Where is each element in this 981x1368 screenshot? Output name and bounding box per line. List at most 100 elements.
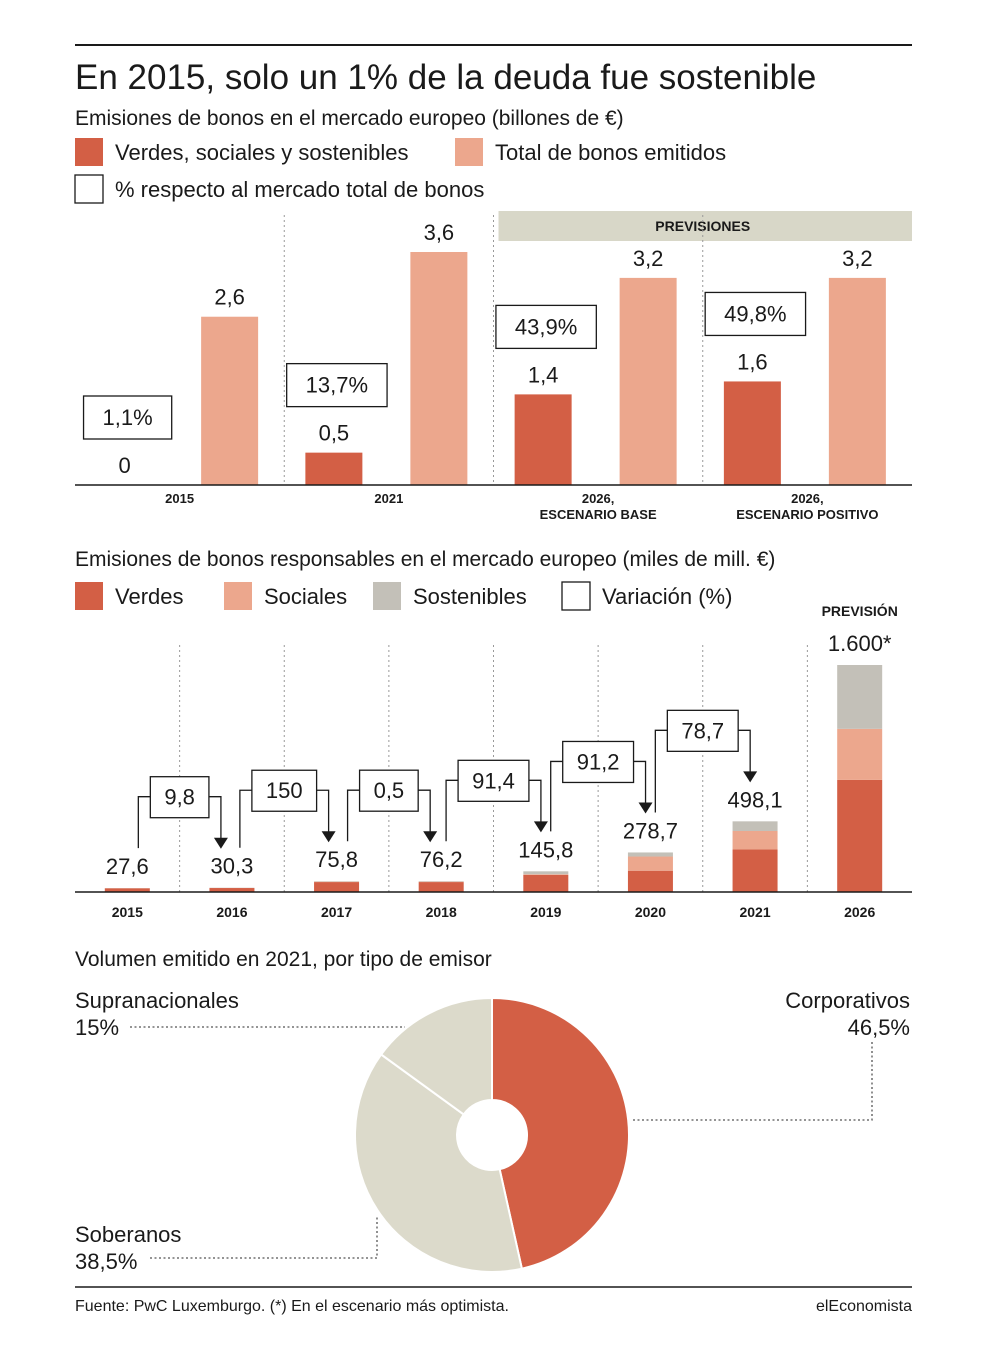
- x-tick-label: 2017: [321, 904, 352, 920]
- bar: [828, 277, 886, 485]
- pie-value: 15%: [75, 1015, 119, 1040]
- legend-label: Verdes, sociales y sostenibles: [115, 140, 409, 165]
- legend-label: Sociales: [264, 584, 347, 609]
- chart-title: Volumen emitido en 2021, por tipo de emi…: [75, 948, 492, 971]
- x-tick-label: 2015: [165, 491, 195, 506]
- variation-connector: [654, 729, 751, 813]
- x-tick-label: 2018: [426, 904, 457, 920]
- bar-segment: [837, 728, 883, 780]
- x-tick-label: 2021: [374, 491, 404, 506]
- variation-connector: [550, 760, 647, 832]
- bar-segment: [104, 888, 150, 892]
- total-label: 145,8: [518, 837, 573, 862]
- bar-segment: [837, 779, 883, 892]
- pie-category: Supranacionales: [75, 988, 239, 1013]
- forecast-band: [498, 211, 912, 241]
- x-tick-label: 2021: [739, 904, 770, 920]
- variation-arrow: [533, 821, 548, 833]
- percent-label: 1,1%: [103, 405, 153, 430]
- variation-label: 91,2: [577, 749, 620, 774]
- variation-label: 9,8: [164, 785, 195, 810]
- percent-label: 49,8%: [724, 301, 786, 326]
- bar: [619, 277, 677, 485]
- legend-swatch: [74, 174, 104, 204]
- total-label: 76,2: [420, 847, 463, 872]
- value-label: 3,6: [424, 220, 455, 245]
- forecast-label: PREVISIÓN: [822, 602, 898, 619]
- pie-slice: [491, 996, 630, 1270]
- total-label: 278,7: [623, 818, 678, 843]
- variation-label: 91,4: [472, 768, 515, 793]
- pie-value: 38,5%: [75, 1249, 137, 1274]
- x-tick-label: 2026, ESCENARIO BASE: [539, 491, 657, 522]
- label-box: [704, 291, 807, 337]
- pie-category: Corporativos: [785, 988, 910, 1013]
- variation-connector: [346, 789, 431, 842]
- value-label: 1,6: [737, 349, 768, 374]
- value-label: 0: [119, 453, 131, 478]
- x-tick-label: 2026: [844, 904, 875, 920]
- total-label: 1.600*: [828, 631, 892, 656]
- variation-arrow: [213, 837, 228, 849]
- bar-segment: [209, 888, 255, 892]
- total-label: 75,8: [315, 847, 358, 872]
- legend-label: Variación (%): [602, 584, 732, 609]
- pie-slice: [379, 996, 493, 1116]
- x-tick-label: 2019: [530, 904, 561, 920]
- value-label: 1,4: [528, 362, 559, 387]
- bar-segment: [627, 870, 673, 892]
- pie-leader: [150, 1215, 378, 1259]
- percent-label: 13,7%: [306, 373, 368, 398]
- value-label: 2,6: [214, 285, 245, 310]
- bar-segment: [627, 856, 673, 871]
- x-tick-label: 2026, ESCENARIO POSITIVO: [736, 491, 879, 522]
- label-box: [457, 759, 530, 802]
- legend-swatch: [75, 138, 103, 166]
- variation-arrow: [423, 831, 438, 843]
- value-label: 3,2: [842, 246, 873, 271]
- pie-slice: [354, 1053, 524, 1273]
- bar-segment: [523, 874, 569, 892]
- label-box: [286, 362, 388, 408]
- legend-swatch: [224, 582, 252, 610]
- legend-swatch: [561, 581, 591, 611]
- x-tick-label: 2020: [635, 904, 666, 920]
- bar: [410, 252, 468, 485]
- variation-connector: [239, 789, 330, 848]
- label-box: [495, 304, 597, 350]
- total-label: 30,3: [211, 854, 254, 879]
- variation-label: 78,7: [681, 718, 724, 743]
- legend-label: Total de bonos emitidos: [495, 140, 726, 165]
- value-label: 3,2: [633, 246, 664, 271]
- label-box: [82, 395, 173, 440]
- bar: [723, 381, 781, 485]
- x-tick-label: 2016: [216, 904, 247, 920]
- variation-label: 0,5: [374, 778, 405, 803]
- bar-segment: [314, 882, 360, 892]
- bar-segment: [837, 665, 883, 729]
- bar-segment: [732, 849, 778, 892]
- brand: elEconomista: [816, 1298, 912, 1315]
- variation-arrow: [743, 771, 758, 783]
- percent-label: 43,9%: [515, 314, 577, 339]
- legend-label: % respecto al mercado total de bonos: [115, 177, 484, 202]
- pie-leader: [632, 1042, 873, 1121]
- legend-label: Verdes: [115, 584, 184, 609]
- legend-label: Sostenibles: [413, 584, 527, 609]
- chart-title: Emisiones de bonos en el mercado europeo…: [75, 107, 624, 130]
- bar: [201, 316, 259, 485]
- legend-swatch: [455, 138, 483, 166]
- bar-segment: [418, 882, 464, 892]
- chart-title: Emisiones de bonos responsables en el me…: [75, 548, 775, 571]
- bar-segment: [627, 852, 673, 857]
- label-box: [562, 740, 635, 784]
- variation-connector: [137, 796, 222, 849]
- pie-value: 46,5%: [848, 1015, 910, 1040]
- bar: [514, 394, 572, 485]
- bar-segment: [523, 871, 569, 875]
- x-tick-label: 2015: [112, 904, 143, 920]
- variation-label: 150: [266, 778, 303, 803]
- bar: [305, 452, 363, 485]
